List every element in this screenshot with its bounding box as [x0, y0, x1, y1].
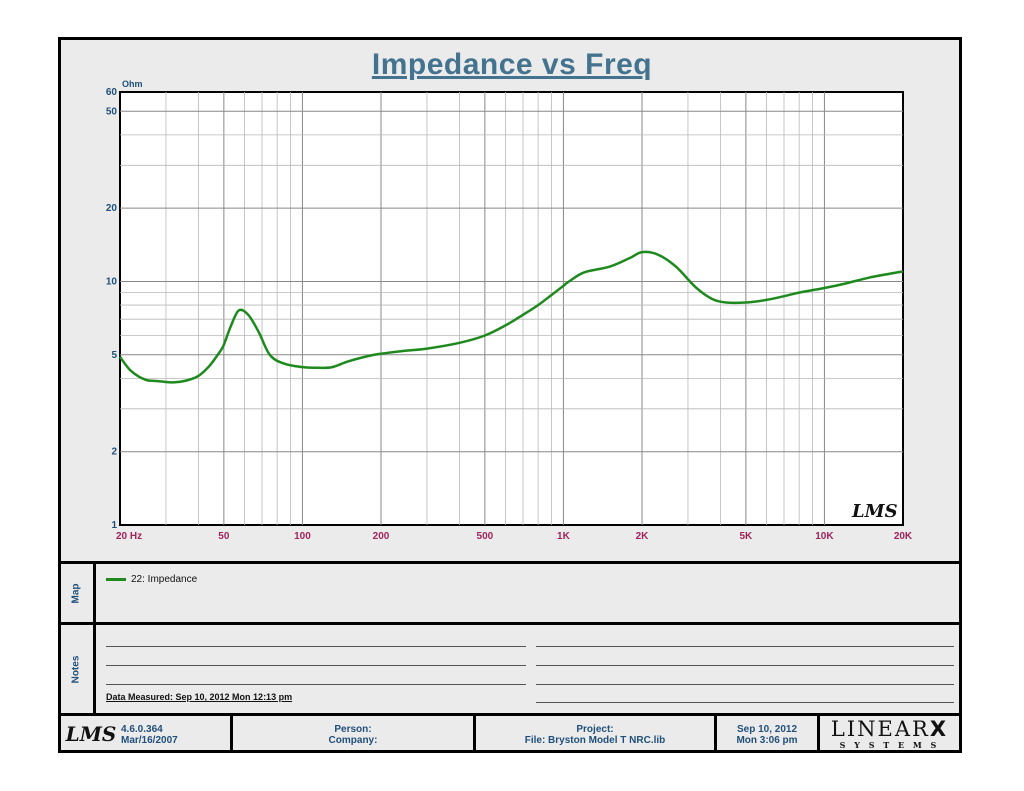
- note-line: [536, 665, 954, 666]
- footer-date-cell: Sep 10, 2012 Mon 3:06 pm: [717, 716, 817, 753]
- note-line: [106, 646, 526, 647]
- x-tick-label: 10K: [815, 531, 834, 542]
- notes-section-label: Notes: [58, 625, 96, 713]
- version-date: Mar/16/2007: [121, 735, 178, 746]
- map-section-label: Map: [58, 564, 96, 622]
- x-tick-label: 20K: [894, 531, 913, 542]
- y-tick-label: 5: [111, 350, 117, 361]
- x-tick-label: 50: [218, 531, 230, 542]
- footer-separator: [230, 716, 233, 753]
- footer-project-cell: Project: File: Bryston Model T NRC.lib: [476, 716, 714, 753]
- y-axis-label: Ohm: [122, 79, 143, 89]
- legend-entry: 22: Impedance: [106, 574, 197, 585]
- footer-logo-cell: LMS: [61, 716, 121, 753]
- y-tick-label: 1: [111, 520, 117, 531]
- note-line: [536, 646, 954, 647]
- data-measured: Data Measured: Sep 10, 2012 Mon 12:13 pm: [106, 692, 293, 702]
- footer-divider: [58, 713, 962, 716]
- brand-sub: S Y S T E M S: [839, 740, 940, 750]
- x-tick-label: 20 Hz: [116, 531, 142, 542]
- report-date: Sep 10, 2012: [736, 724, 798, 735]
- company-field: Company:: [328, 735, 378, 746]
- lms-watermark: LMS: [851, 501, 898, 522]
- note-line: [106, 684, 526, 685]
- lms-logo: LMS: [65, 722, 117, 746]
- y-tick-labels: 1 2 5 10 20 50 60: [106, 87, 118, 531]
- x-tick-label: 2K: [636, 531, 650, 542]
- note-line: [536, 702, 954, 703]
- footer-separator: [714, 716, 717, 753]
- brand-main: LINEAR: [830, 717, 930, 741]
- person-field: Person:: [334, 724, 372, 735]
- footer-separator: [817, 716, 820, 753]
- report-time: Mon 3:06 pm: [736, 735, 798, 746]
- x-tick-label: 200: [373, 531, 390, 542]
- legend-label: 22: Impedance: [131, 574, 198, 585]
- x-tick-label: 5K: [739, 531, 753, 542]
- software-version: 4.6.0.364: [121, 724, 163, 735]
- y-tick-label: 2: [111, 447, 117, 458]
- y-tick-label: 60: [106, 87, 118, 98]
- legend-swatch: [106, 578, 126, 581]
- y-tick-label: 20: [106, 203, 118, 214]
- x-tick-label: 100: [294, 531, 311, 542]
- project-field: Project:: [576, 724, 614, 735]
- note-line: [536, 684, 954, 685]
- note-line: [106, 665, 526, 666]
- x-tick-label: 1K: [557, 531, 571, 542]
- file-field: File: Bryston Model T NRC.lib: [524, 735, 666, 746]
- footer-person-cell: Person: Company:: [233, 716, 473, 753]
- grid: [120, 92, 903, 525]
- notes-divider: [58, 622, 962, 625]
- y-tick-label: 10: [106, 276, 118, 287]
- linearx-logo: LINEARX S Y S T E M S: [820, 716, 959, 753]
- footer-separator: [473, 716, 476, 753]
- brand-x: X: [929, 717, 949, 741]
- series-group: [118, 250, 904, 384]
- x-tick-label: 500: [477, 531, 494, 542]
- plot-area: [119, 91, 904, 526]
- series-line-impedance: [118, 250, 904, 384]
- y-tick-label: 50: [106, 106, 118, 117]
- x-tick-labels: 20 Hz 50 100 200 500 1K 2K 5K 10K 20K: [116, 531, 913, 542]
- footer-version-cell: 4.6.0.364 Mar/16/2007: [121, 716, 231, 753]
- chart-title: Impedance vs Freq: [371, 48, 653, 81]
- map-divider: [58, 561, 962, 564]
